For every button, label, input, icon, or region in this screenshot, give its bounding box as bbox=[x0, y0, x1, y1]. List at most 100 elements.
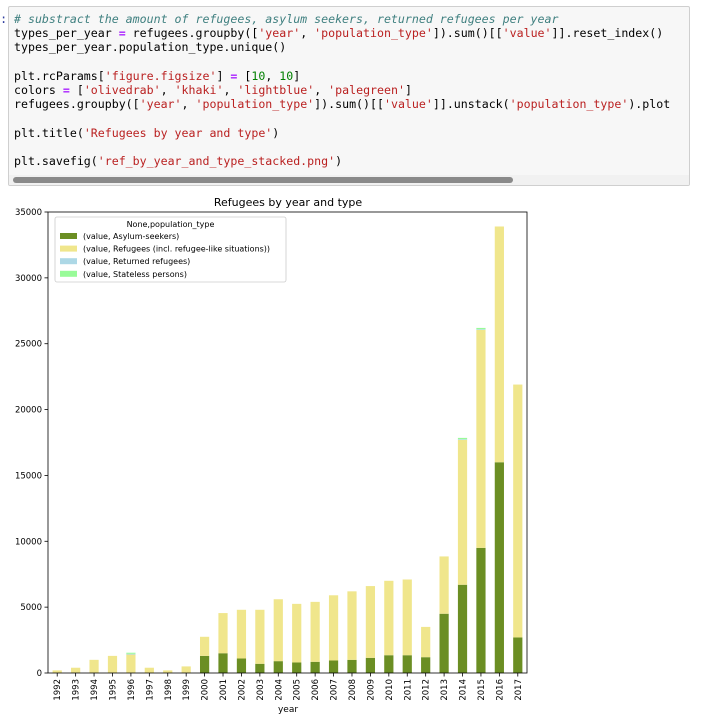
code-token: , bbox=[265, 68, 280, 83]
y-tick-label: 15000 bbox=[15, 471, 42, 481]
bar-segment bbox=[476, 547, 486, 673]
bar-segment bbox=[310, 601, 320, 662]
code-token: ]].unstack( bbox=[432, 97, 510, 112]
code-line: types_per_year.population_type.unique() bbox=[14, 40, 670, 54]
y-tick-label: 10000 bbox=[15, 537, 42, 547]
bar-segment bbox=[347, 659, 357, 673]
code-token: , bbox=[160, 82, 175, 97]
code-token: plt.rcParams[ bbox=[14, 68, 105, 83]
code-token: 'population_type' bbox=[314, 26, 433, 41]
legend-label: (value, Stateless persons) bbox=[83, 270, 187, 279]
bar-segment bbox=[255, 609, 265, 664]
x-tick-label: 2004 bbox=[274, 679, 284, 701]
x-tick-label: 1999 bbox=[182, 679, 192, 701]
code-token: 'ref_by_year_and_type_stacked.png' bbox=[97, 153, 336, 168]
bar-segment bbox=[476, 327, 486, 330]
bar-segment bbox=[273, 661, 283, 673]
code-token: [ bbox=[69, 82, 84, 97]
x-tick-label: 2016 bbox=[495, 679, 505, 701]
plot-frame bbox=[47, 211, 528, 674]
code-token: ]).sum()[[ bbox=[314, 97, 384, 112]
legend-swatch bbox=[60, 270, 77, 277]
chart-title: Refugees by year and type bbox=[214, 196, 363, 209]
bar-segment bbox=[126, 653, 136, 655]
code-token: 'Refugees by year and type' bbox=[83, 125, 273, 140]
bar-segment bbox=[457, 439, 468, 585]
code-token: [ bbox=[237, 68, 252, 83]
bar-segment bbox=[402, 655, 412, 673]
cell-prompt-marker: : bbox=[0, 12, 8, 26]
code-token: , bbox=[300, 26, 315, 41]
x-tick-label: 2007 bbox=[330, 679, 340, 701]
code-token: 'palegreen' bbox=[328, 82, 405, 97]
stacked-bar-chart: Refugees by year and type 0 5000 10000 1500… bbox=[15, 196, 528, 715]
y-tick-label: 20000 bbox=[15, 406, 42, 416]
bar-segment bbox=[126, 654, 136, 673]
code-token: 'value' bbox=[383, 97, 433, 112]
bar-segment bbox=[236, 658, 247, 673]
bar-segment bbox=[236, 609, 247, 659]
scrollbar-thumb[interactable] bbox=[13, 177, 513, 183]
code-line: colors = ['olivedrab', 'khaki', 'lightbl… bbox=[14, 83, 670, 97]
bar-segment bbox=[52, 670, 62, 673]
code-token: ) bbox=[272, 125, 280, 140]
x-tick-label: 1997 bbox=[145, 679, 155, 701]
x-tick-label: 1995 bbox=[108, 679, 118, 701]
code-token: 10 bbox=[279, 68, 294, 83]
code-token: ] bbox=[293, 68, 301, 83]
legend-label: (value, Refugees (incl. refugee-like sit… bbox=[83, 245, 270, 254]
x-tick-label: 2000 bbox=[201, 679, 211, 701]
x-tick-label: 2002 bbox=[237, 679, 247, 701]
x-tick-label: 2011 bbox=[403, 679, 413, 701]
code-editor[interactable]: # substract the amount of refugees, asyl… bbox=[14, 12, 670, 168]
x-tick-label: 2017 bbox=[514, 679, 524, 701]
code-token: ).plot bbox=[628, 97, 671, 112]
code-token: # substract the amount of refugees, asyl… bbox=[14, 12, 559, 26]
code-token: = bbox=[230, 68, 238, 83]
bar-segment bbox=[365, 657, 376, 673]
bar-segment bbox=[273, 599, 283, 662]
x-tick-label: 2014 bbox=[459, 679, 469, 701]
bar-segment bbox=[126, 652, 136, 654]
x-tick-label: 1994 bbox=[90, 679, 100, 701]
legend-swatch bbox=[60, 258, 77, 265]
bar-segment bbox=[457, 437, 468, 440]
code-token: 'population_type' bbox=[509, 97, 629, 112]
code-token: types_per_year.population_type.unique() bbox=[14, 40, 287, 55]
code-token: = bbox=[118, 26, 126, 41]
bar-segment bbox=[163, 670, 173, 673]
code-token: ) bbox=[335, 153, 343, 168]
bar-segment bbox=[421, 626, 431, 658]
bar-segment bbox=[144, 667, 154, 673]
horizontal-scrollbar[interactable] bbox=[9, 175, 689, 185]
code-cell[interactable]: # substract the amount of refugees, asyl… bbox=[8, 6, 690, 186]
code-line: refugees.groupby(['year', 'population_ty… bbox=[14, 97, 670, 111]
x-tick-label: 2009 bbox=[366, 679, 376, 701]
code-token: types_per_year bbox=[14, 26, 119, 41]
bar-segment bbox=[513, 637, 523, 673]
x-tick-label: 2012 bbox=[422, 679, 432, 701]
bar-segment bbox=[513, 384, 523, 638]
x-tick-label: 2005 bbox=[293, 679, 303, 701]
bar-segment bbox=[421, 657, 431, 673]
code-token: colors bbox=[14, 82, 63, 97]
code-line: types_per_year = refugees.groupby(['year… bbox=[14, 26, 670, 40]
y-tick-label: 30000 bbox=[15, 274, 42, 284]
code-token: 'khaki' bbox=[174, 82, 224, 97]
bar-segment bbox=[457, 584, 468, 673]
y-tick-label: 5000 bbox=[20, 603, 42, 613]
x-tick-label: 2006 bbox=[311, 679, 321, 701]
code-token: ] bbox=[216, 68, 231, 83]
x-tick-label: 2010 bbox=[385, 679, 395, 701]
code-token: 'year' bbox=[258, 26, 301, 41]
bar-segment bbox=[439, 613, 449, 673]
bar-segment bbox=[328, 595, 339, 661]
code-token: ]).sum()[[ bbox=[432, 26, 503, 41]
bar-segment bbox=[476, 329, 486, 548]
code-token: plt.savefig( bbox=[14, 153, 98, 168]
code-line bbox=[14, 111, 670, 125]
bar-segment bbox=[310, 661, 320, 673]
y-tick-label: 35000 bbox=[15, 208, 42, 218]
code-token: 'year' bbox=[139, 97, 182, 112]
code-line: # substract the amount of refugees, asyl… bbox=[14, 12, 670, 26]
